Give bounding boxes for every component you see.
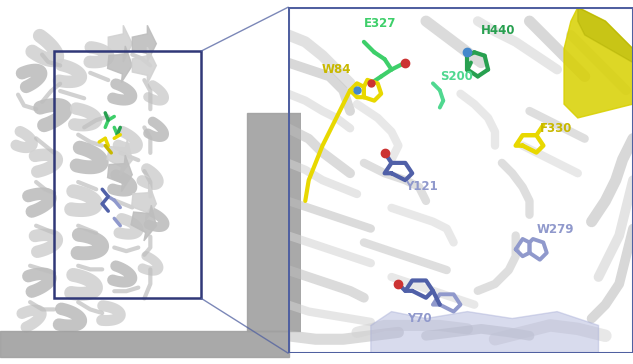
Text: Y70: Y70 — [407, 312, 432, 325]
Polygon shape — [108, 46, 132, 82]
Polygon shape — [371, 312, 599, 353]
Bar — [246, 113, 301, 331]
Bar — [0, 331, 289, 357]
Polygon shape — [107, 140, 132, 175]
Text: W84: W84 — [322, 63, 351, 76]
Text: F330: F330 — [540, 122, 572, 135]
Polygon shape — [132, 25, 156, 62]
Text: H440: H440 — [481, 24, 516, 37]
Text: E327: E327 — [364, 17, 396, 30]
Polygon shape — [578, 7, 633, 63]
Text: W279: W279 — [536, 222, 574, 236]
Bar — [54, 51, 201, 298]
Polygon shape — [132, 47, 156, 84]
Text: S200: S200 — [440, 70, 473, 83]
Polygon shape — [132, 184, 156, 221]
Polygon shape — [564, 7, 633, 118]
Polygon shape — [108, 155, 132, 191]
Text: Y121: Y121 — [405, 180, 438, 193]
Polygon shape — [131, 205, 156, 241]
Polygon shape — [108, 25, 132, 62]
